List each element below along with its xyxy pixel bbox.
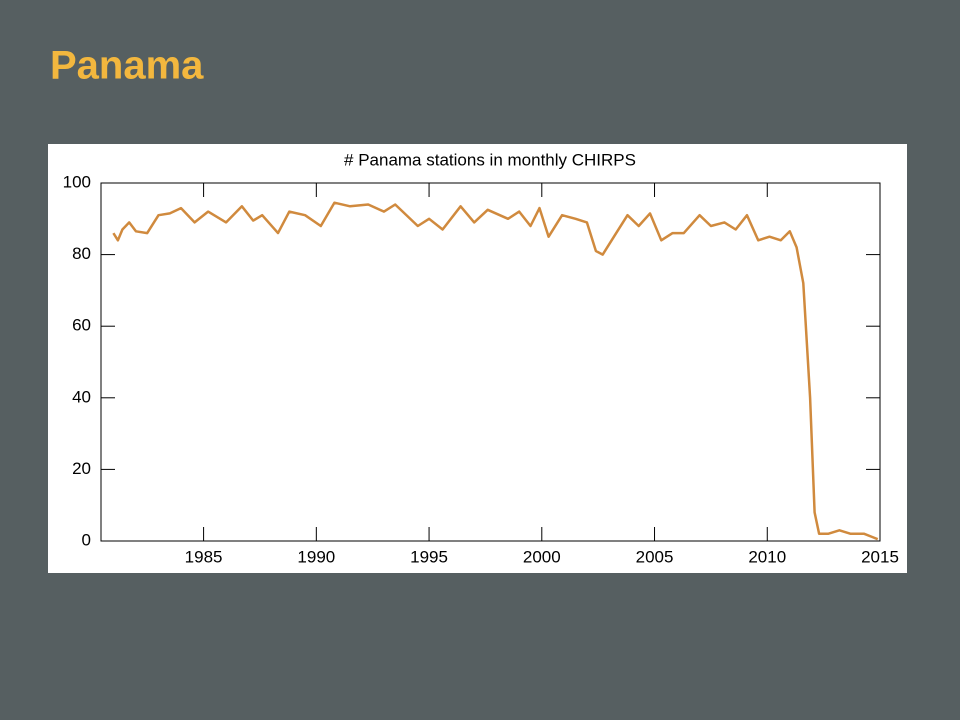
y-tick-label: 100 xyxy=(63,172,91,191)
chart-title: # Panama stations in monthly CHIRPS xyxy=(344,150,636,169)
chart-background xyxy=(48,144,907,573)
y-tick-label: 0 xyxy=(82,530,91,549)
x-tick-label: 2010 xyxy=(748,547,786,566)
x-tick-label: 1990 xyxy=(297,547,335,566)
plot-frame xyxy=(100,182,881,542)
y-tick-label: 80 xyxy=(72,244,91,263)
x-tick-label: 1985 xyxy=(185,547,223,566)
x-tick-label: 2015 xyxy=(861,547,899,566)
x-tick-label: 2000 xyxy=(523,547,561,566)
x-tick-label: 2005 xyxy=(636,547,674,566)
y-tick-label: 60 xyxy=(72,316,91,335)
slide-title: Panama xyxy=(50,44,204,88)
data-line xyxy=(112,201,879,541)
y-tick-label: 20 xyxy=(72,459,91,478)
y-tick-label: 40 xyxy=(72,387,91,406)
x-tick-label: 1995 xyxy=(410,547,448,566)
